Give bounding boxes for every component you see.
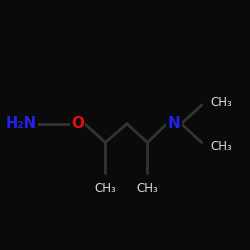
Text: CH₃: CH₃ — [210, 96, 232, 109]
Text: CH₃: CH₃ — [94, 182, 116, 196]
Text: N: N — [168, 116, 180, 131]
Text: O: O — [71, 116, 84, 131]
Text: CH₃: CH₃ — [136, 182, 158, 196]
Text: H₂N: H₂N — [6, 116, 36, 131]
Text: CH₃: CH₃ — [210, 140, 232, 153]
